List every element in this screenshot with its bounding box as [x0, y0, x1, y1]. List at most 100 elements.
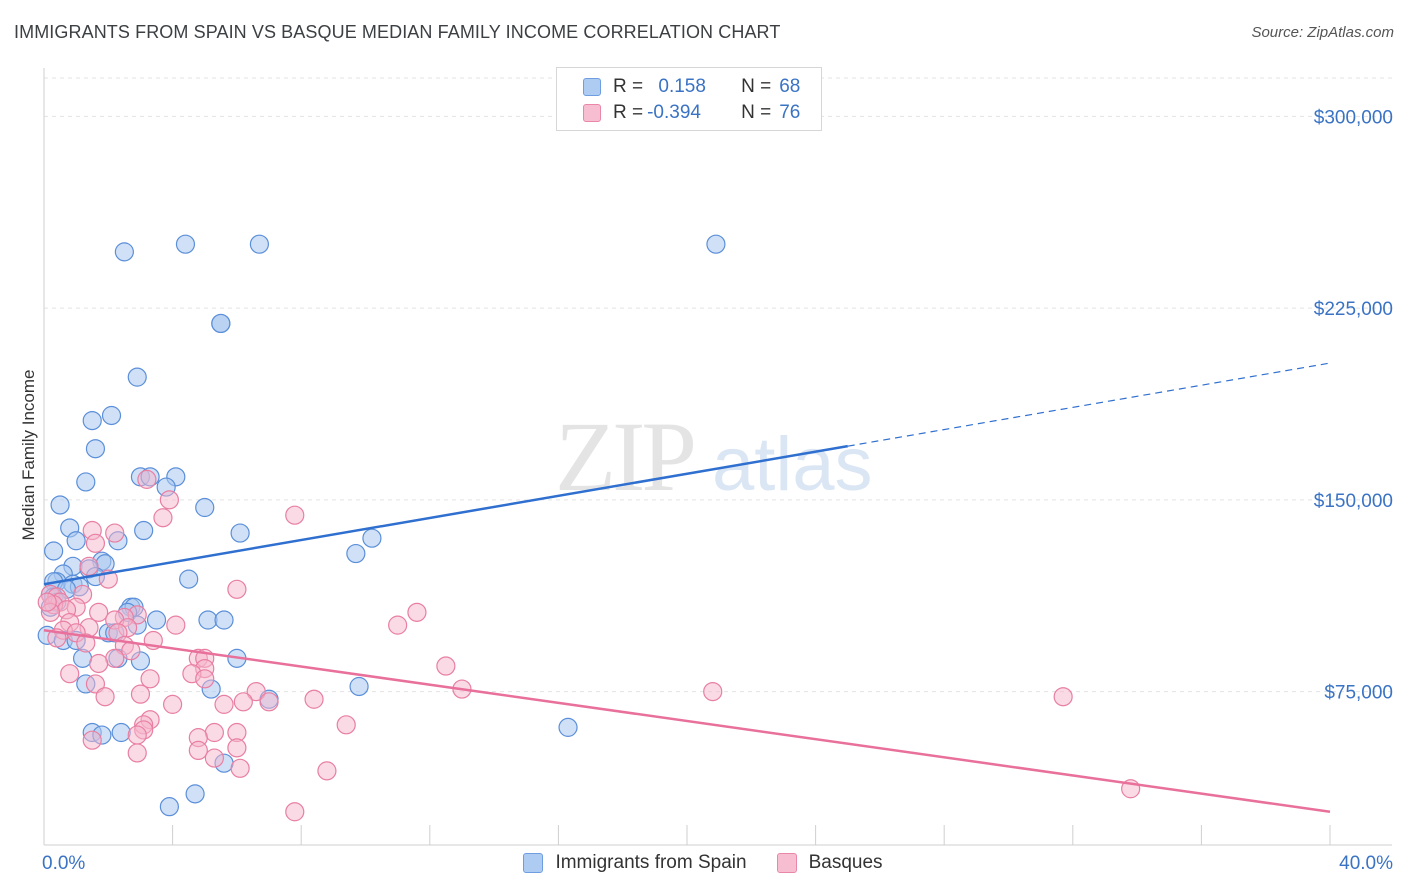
point-basques — [227, 738, 247, 758]
point-immigrants — [185, 784, 205, 804]
legend-label-immigrants: Immigrants from Spain — [555, 852, 747, 873]
point-basques — [214, 694, 234, 714]
x-tick-max-label: 40.0% — [1339, 853, 1393, 874]
point-immigrants — [76, 472, 96, 492]
legend-swatch-immigrants — [523, 853, 544, 873]
point-basques — [285, 802, 305, 822]
point-immigrants — [134, 520, 154, 541]
point-basques — [105, 523, 125, 543]
point-basques — [259, 692, 279, 712]
legend-r-label: R = — [613, 102, 644, 123]
point-basques — [89, 602, 109, 622]
legend-r-value: -0.394 — [647, 102, 701, 123]
legend-n-value: 68 — [779, 76, 801, 97]
point-basques — [304, 689, 324, 709]
point-immigrants — [159, 797, 179, 817]
point-basques — [195, 669, 215, 689]
y-tick-label: $225,000 — [1314, 299, 1393, 320]
trend-line-basques — [43, 629, 1331, 814]
point-basques — [336, 715, 356, 735]
legend-n-value: 76 — [779, 102, 801, 123]
point-basques — [137, 469, 157, 489]
point-basques — [127, 743, 147, 763]
trend-lines — [43, 362, 1331, 814]
point-basques — [127, 725, 147, 745]
legend-n-label: N = — [741, 102, 772, 123]
point-immigrants — [362, 528, 382, 548]
point-basques — [85, 674, 106, 694]
point-basques — [204, 748, 224, 768]
point-basques — [246, 681, 266, 702]
legend-swatch-blue — [583, 78, 601, 96]
legend-item-basques[interactable]: Basques — [776, 852, 883, 874]
legend-item-immigrants[interactable]: Immigrants from Spain — [523, 852, 747, 874]
watermark-zip: ZIP — [555, 401, 693, 512]
y-axis-label: Median Family Income — [19, 369, 38, 540]
point-basques — [188, 740, 208, 761]
point-basques — [85, 533, 106, 553]
point-basques — [159, 490, 179, 510]
point-immigrants — [211, 313, 231, 334]
point-basques — [153, 508, 173, 528]
point-basques — [204, 722, 224, 743]
point-immigrants — [85, 439, 106, 459]
point-immigrants — [82, 410, 102, 431]
point-immigrants — [44, 541, 64, 561]
point-basques — [233, 692, 253, 712]
point-basques — [140, 669, 160, 689]
point-basques — [407, 602, 427, 622]
stats-legend: R = 0.158 N = 68 R = -0.394 N = 76 — [556, 67, 822, 131]
trend-line-immigrants-extension — [847, 362, 1331, 447]
point-immigrants — [230, 523, 250, 543]
legend-row-basques: R = -0.394 N = 76 — [583, 100, 800, 126]
legend-label-basques: Basques — [808, 852, 883, 873]
point-basques — [703, 681, 723, 702]
point-basques — [230, 758, 250, 778]
point-immigrants — [558, 717, 578, 737]
point-basques — [76, 633, 96, 653]
point-immigrants — [198, 610, 218, 630]
series-basques-points — [37, 469, 1141, 822]
legend-swatch-basques — [776, 853, 797, 873]
point-immigrants — [346, 543, 366, 564]
point-immigrants — [66, 531, 86, 551]
legend-row-immigrants: R = 0.158 N = 68 — [583, 74, 800, 100]
point-immigrants — [195, 497, 215, 518]
point-immigrants — [146, 610, 167, 630]
point-basques — [95, 687, 115, 707]
grid-lines — [44, 77, 1392, 693]
legend-n-label: N = — [741, 76, 772, 97]
point-basques — [60, 664, 80, 684]
point-basques — [89, 653, 109, 674]
y-tick-label: $75,000 — [1324, 683, 1393, 704]
point-immigrants — [706, 234, 726, 254]
trend-line-immigrants — [43, 444, 848, 586]
point-immigrants — [179, 569, 199, 589]
point-immigrants — [214, 610, 234, 630]
y-tick-label: $300,000 — [1314, 107, 1393, 128]
point-basques — [285, 505, 305, 525]
point-immigrants — [50, 495, 70, 515]
point-basques — [79, 556, 99, 576]
point-immigrants — [349, 676, 369, 697]
point-immigrants — [101, 405, 122, 426]
point-immigrants — [111, 722, 131, 743]
point-basques — [130, 684, 151, 704]
legend-r-label: R = — [613, 76, 644, 97]
point-basques — [227, 579, 247, 599]
point-immigrants — [114, 242, 134, 262]
legend-r-value: 0.158 — [653, 76, 706, 97]
y-tick-label: $150,000 — [1314, 491, 1393, 512]
source-note: Source: ZipAtlas.com — [1251, 24, 1394, 41]
x-tick-min-label: 0.0% — [42, 853, 85, 874]
point-immigrants — [175, 234, 196, 254]
point-basques — [163, 694, 183, 714]
point-basques — [105, 648, 125, 668]
point-basques — [317, 761, 337, 781]
tick-labels: $75,000 $150,000 $225,000 $300,000 — [1314, 107, 1393, 703]
legend-swatch-pink — [583, 104, 601, 122]
point-basques — [166, 615, 186, 635]
point-basques — [436, 656, 456, 676]
point-basques — [37, 592, 57, 612]
